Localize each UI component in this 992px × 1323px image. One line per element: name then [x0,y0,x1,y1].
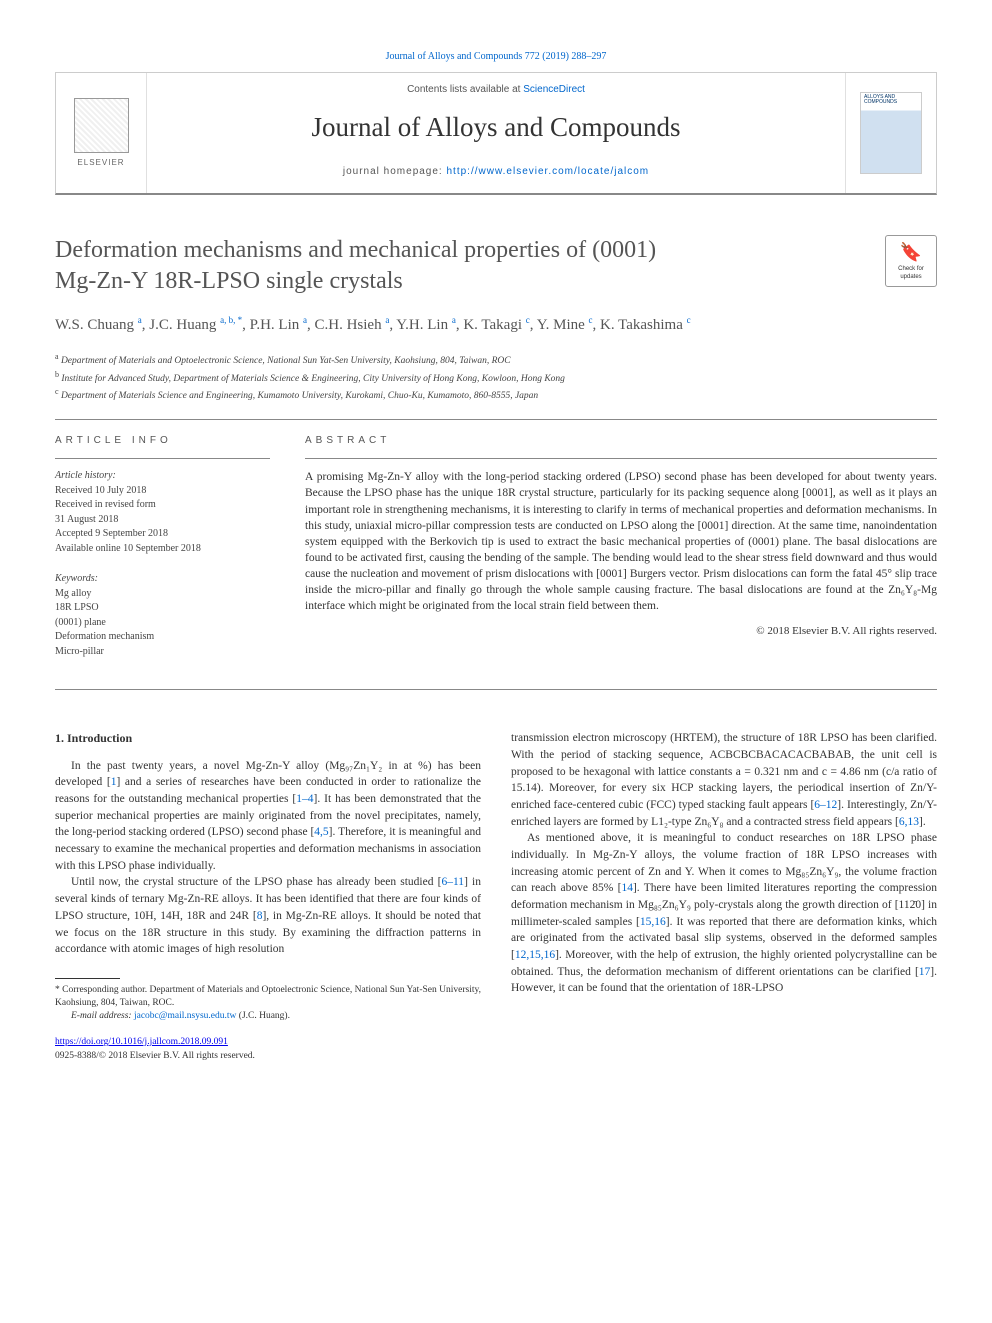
keywords-head: Keywords: [55,572,270,587]
email-link[interactable]: jacobc@mail.nsysu.edu.tw [134,1011,236,1021]
body-col-right: transmission electron microscopy (HRTEM)… [511,730,937,1062]
abstract-col: ABSTRACT A promising Mg-Zn-Y alloy with … [305,434,937,659]
contents-line: Contents lists available at ScienceDirec… [147,83,845,97]
article-title: Deformation mechanisms and mechanical pr… [55,235,885,297]
rule-bottom [55,689,937,690]
authors: W.S. Chuang a, J.C. Huang a, b, *, P.H. … [55,313,937,337]
body-paragraph: transmission electron microscopy (HRTEM)… [511,730,937,830]
doi-block: https://doi.org/10.1016/j.jallcom.2018.0… [55,1036,481,1063]
abstract-copyright: © 2018 Elsevier B.V. All rights reserved… [305,624,937,639]
updates-top: Check for [898,265,924,273]
affiliation-line: b Institute for Advanced Study, Departme… [55,369,937,386]
homepage-line: journal homepage: http://www.elsevier.co… [147,165,845,179]
title-row: Deformation mechanisms and mechanical pr… [55,235,937,297]
publisher-cell: ELSEVIER [56,73,146,193]
email-suffix: (J.C. Huang). [236,1011,290,1021]
journal-header: ELSEVIER Contents lists available at Sci… [55,72,937,195]
publisher-name: ELSEVIER [74,157,129,168]
footer-rule [55,978,120,979]
info-rule [55,458,270,459]
header-center: Contents lists available at ScienceDirec… [146,73,846,193]
body-paragraph: In the past twenty years, a novel Mg-Zn-… [55,758,481,875]
affiliation-line: a Department of Materials and Optoelectr… [55,351,937,368]
body-paragraph: As mentioned above, it is meaningful to … [511,830,937,997]
article-info-col: ARTICLE INFO Article history: Received 1… [55,434,270,659]
homepage-link[interactable]: http://www.elsevier.com/locate/jalcom [447,166,650,177]
cover-cell: ALLOYS AND COMPOUNDS [846,73,936,193]
history-line: Available online 10 September 2018 [55,542,270,557]
doi-link[interactable]: https://doi.org/10.1016/j.jallcom.2018.0… [55,1037,228,1047]
affiliations: a Department of Materials and Optoelectr… [55,351,937,403]
elsevier-logo: ELSEVIER [74,98,129,168]
meta-row: ARTICLE INFO Article history: Received 1… [55,434,937,659]
corresponding-footer: * Corresponding author. Department of Ma… [55,978,481,1024]
abstract-text: A promising Mg-Zn-Y alloy with the long-… [305,469,937,614]
issn-line: 0925-8388/© 2018 Elsevier B.V. All right… [55,1051,255,1061]
journal-cover-icon: ALLOYS AND COMPOUNDS [860,92,922,174]
rule-top [55,419,937,420]
title-line-2: Mg-Zn-Y 18R-LPSO single crystals [55,268,403,294]
affiliation-line: c Department of Materials Science and En… [55,386,937,403]
article-info-label: ARTICLE INFO [55,434,270,448]
bookmark-icon: 🔖 [900,240,922,265]
cover-small-title: ALLOYS AND COMPOUNDS [864,95,921,106]
top-citation: Journal of Alloys and Compounds 772 (201… [55,50,937,64]
section-1-heading: 1. Introduction [55,730,481,747]
keyword-item: (0001) plane [55,616,270,631]
history-block: Article history: Received 10 July 2018Re… [55,469,270,556]
abstract-label: ABSTRACT [305,434,937,448]
body-col-left: 1. Introduction In the past twenty years… [55,730,481,1062]
history-line: Accepted 9 September 2018 [55,527,270,542]
journal-name: Journal of Alloys and Compounds [147,109,845,147]
email-label: E-mail address: [71,1011,134,1021]
keywords-block: Keywords: Mg alloy18R LPSO(0001) planeDe… [55,572,270,659]
keyword-item: 18R LPSO [55,601,270,616]
abstract-rule [305,458,937,459]
keyword-item: Deformation mechanism [55,630,270,645]
history-line: Received 10 July 2018 [55,484,270,499]
keyword-item: Micro-pillar [55,645,270,660]
page-root: Journal of Alloys and Compounds 772 (201… [0,0,992,1103]
homepage-prefix: journal homepage: [343,166,447,177]
history-line: Received in revised form [55,498,270,513]
body-columns: 1. Introduction In the past twenty years… [55,730,937,1062]
history-head: Article history: [55,469,270,484]
title-line-1: Deformation mechanisms and mechanical pr… [55,237,656,263]
updates-bottom: updates [900,273,921,281]
body-paragraph: Until now, the crystal structure of the … [55,874,481,957]
elsevier-tree-icon [74,98,129,153]
history-line: 31 August 2018 [55,513,270,528]
corresponding-text: * Corresponding author. Department of Ma… [55,984,481,1011]
check-updates-badge[interactable]: 🔖 Check for updates [885,235,937,287]
contents-prefix: Contents lists available at [407,84,523,95]
email-line: E-mail address: jacobc@mail.nsysu.edu.tw… [55,1010,481,1024]
sciencedirect-link[interactable]: ScienceDirect [523,84,585,95]
top-citation-link[interactable]: Journal of Alloys and Compounds 772 (201… [386,51,607,62]
keyword-item: Mg alloy [55,587,270,602]
